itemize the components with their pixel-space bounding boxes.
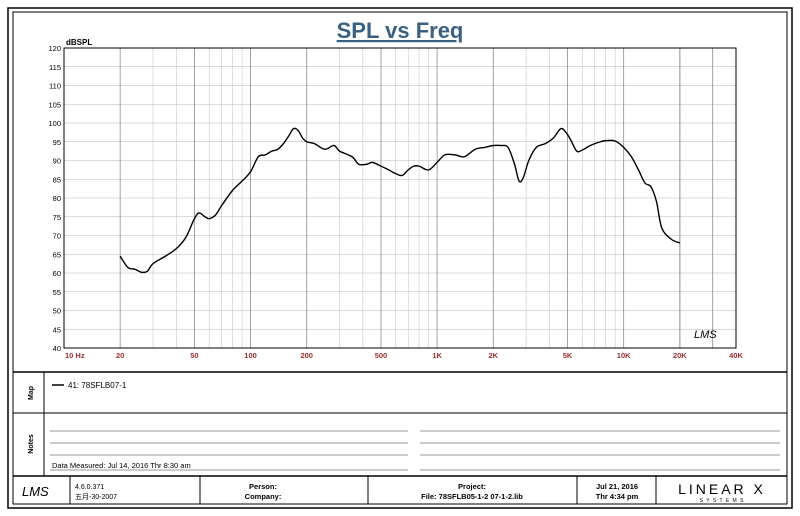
linearx-logo: LINEAR X — [678, 481, 766, 497]
x-tick-label: 10K — [617, 351, 631, 360]
y-axis-label: dBSPL — [66, 38, 92, 47]
y-tick-label: 50 — [53, 307, 61, 316]
footer-time: Thr 4:34 pm — [596, 492, 639, 501]
company-label: Company: — [245, 492, 282, 501]
y-tick-label: 90 — [53, 157, 61, 166]
plot-border — [63, 47, 737, 349]
build-date-text: 五月-30-2007 — [75, 493, 117, 501]
chart-title: SPL vs Freq — [337, 18, 464, 43]
file-label: File: 78SFLB05-1-2 07-1-2.lib — [421, 492, 523, 501]
y-tick-label: 85 — [53, 175, 61, 184]
y-tick-label: 65 — [53, 250, 61, 259]
y-tick-label: 80 — [53, 194, 61, 203]
notes-section: Notes Data Measured: Jul 14, 2016 Thr 8:… — [13, 430, 787, 477]
y-tick-label: 95 — [53, 138, 61, 147]
project-label: Project: — [458, 482, 486, 491]
linearx-tagline: S Y S T E M S — [700, 498, 745, 504]
footer: LMS 4.6.0.371 五月-30-2007 Person: Company… — [22, 476, 766, 504]
notes-tab-label: Notes — [28, 434, 35, 454]
y-tick-label: 105 — [48, 100, 61, 109]
x-tick-label: 20K — [673, 351, 687, 360]
x-tick-label: 10 Hz — [65, 351, 85, 360]
map-tab-label: Map — [28, 386, 35, 400]
map-section: Map 41: 78SFLB07-1 — [13, 372, 787, 476]
x-tick-label: 500 — [375, 351, 388, 360]
x-tick-label: 40K — [729, 351, 743, 360]
x-tick-labels: 10 Hz 20 50 100 200 500 1K 2K 5K 10K 20K 40K — [65, 351, 743, 360]
y-tick-label: 115 — [49, 63, 61, 72]
lms-plot-mark: LMS — [694, 329, 717, 341]
x-tick-label: 50 — [190, 351, 198, 360]
y-tick-label: 100 — [48, 119, 61, 128]
y-tick-label: 55 — [53, 288, 61, 297]
grid-layer — [63, 47, 737, 349]
footer-date: Jul 21, 2016 — [596, 482, 638, 491]
person-label: Person: — [249, 482, 277, 491]
y-tick-label: 60 — [53, 269, 61, 278]
x-tick-label: 5K — [563, 351, 573, 360]
lms-footer-logo: LMS — [22, 484, 49, 499]
y-tick-labels: 40 45 50 55 60 65 70 75 80 85 90 95 100 105 110 115 120 — [48, 44, 61, 353]
x-tick-label: 100 — [244, 351, 257, 360]
x-tick-label: 2K — [488, 351, 498, 360]
y-tick-label: 40 — [53, 344, 61, 353]
outer-border — [7, 7, 793, 509]
data-measured-text: Data Measured: Jul 14, 2016 Thr 8:30 am — [52, 461, 191, 470]
series-line — [119, 127, 681, 274]
inner-border — [12, 11, 788, 505]
y-tick-label: 70 — [53, 232, 61, 241]
x-tick-label: 200 — [300, 351, 313, 360]
x-tick-label: 20 — [116, 351, 124, 360]
version-text: 4.6.0.371 — [75, 484, 104, 491]
y-tick-label: 45 — [53, 325, 61, 334]
x-tick-label: 1K — [432, 351, 442, 360]
y-tick-label: 75 — [53, 213, 61, 222]
y-tick-label: 120 — [48, 44, 61, 53]
y-tick-label: 110 — [49, 82, 61, 91]
series-layer — [119, 127, 681, 274]
legend-entry: 41: 78SFLB07-1 — [68, 381, 127, 390]
